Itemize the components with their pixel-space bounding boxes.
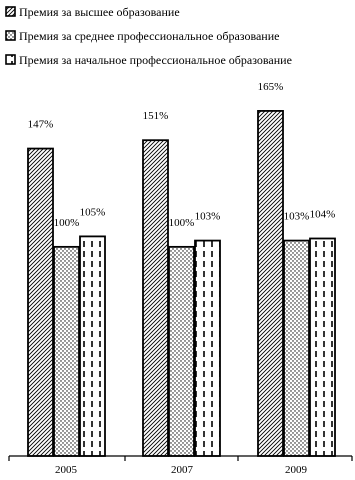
- data-label-2009-2: 103%: [284, 211, 310, 223]
- data-label-2009-3: 104%: [310, 208, 336, 220]
- bar-2007-3: [194, 239, 221, 457]
- bar-2005-1: [27, 147, 54, 457]
- x-tick-label-2007: 2007: [171, 464, 194, 476]
- bar-2007-1: [142, 139, 169, 457]
- bar-2007-2: [168, 245, 195, 457]
- legend-label-1: Премия за высшее образование: [19, 5, 180, 19]
- bar-2009-3: [309, 237, 336, 457]
- data-label-2009-1: 165%: [258, 81, 284, 93]
- bar-2005-2: [53, 245, 80, 457]
- legend-label-2: Премия за среднее профессиональное образ…: [19, 29, 279, 43]
- legend-label-3: Премия за начальное профессиональное обр…: [19, 53, 292, 67]
- x-tick-label-2005: 2005: [55, 464, 78, 476]
- plot-area: 147%100%105%151%100%103%165%103% 104%: [27, 81, 336, 457]
- x-tick-label-2009: 2009: [285, 464, 308, 476]
- data-label-2005-1: 147%: [28, 119, 54, 131]
- legend-swatch-1: [5, 6, 16, 17]
- data-label-2007-2: 100%: [169, 217, 195, 229]
- data-label-2007-3: 103%: [195, 211, 221, 223]
- bar-2009-2: [283, 239, 310, 457]
- data-label-2007-1: 151%: [143, 110, 169, 122]
- data-label-2005-2: 100%: [54, 217, 80, 229]
- bar-2005-3: [79, 235, 106, 457]
- legend-swatch-2: [5, 30, 16, 41]
- x-axis: 2005 2007 2009: [8, 455, 353, 476]
- legend-swatch-3: [5, 54, 16, 65]
- bar-2009-1: [257, 110, 284, 457]
- legend: Премия за высшее образование Премия за ср…: [5, 5, 292, 67]
- data-label-2005-3: 105%: [80, 206, 106, 218]
